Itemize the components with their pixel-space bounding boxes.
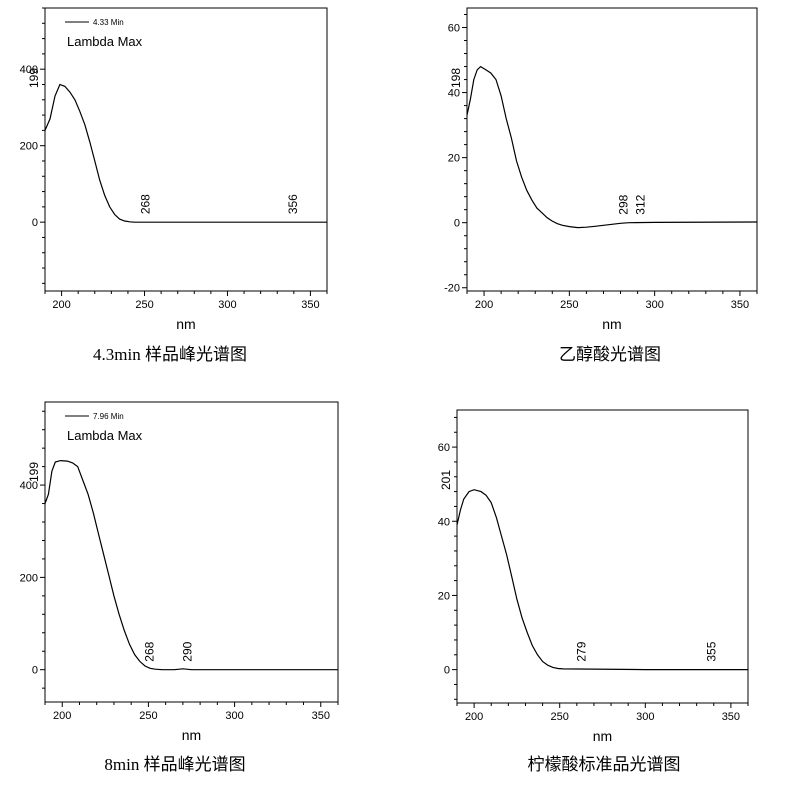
x-tick-label: 250	[551, 711, 569, 723]
y-tick-label: 60	[448, 23, 460, 35]
spectrum-line	[466, 65, 758, 229]
x-tick-label: 250	[139, 710, 157, 722]
spectrum-line	[456, 489, 748, 671]
peak-label: 290	[181, 641, 195, 661]
y-tick-label: 0	[32, 665, 38, 677]
y-tick-label: 40	[438, 516, 450, 528]
x-tick-label: 350	[722, 711, 740, 723]
x-tick-label: 200	[53, 710, 71, 722]
spectrum-line	[44, 83, 327, 223]
y-tick-label: 0	[444, 665, 450, 677]
peak-label: 268	[143, 641, 157, 661]
x-tick-label: 200	[52, 299, 70, 311]
y-tick-label: 200	[20, 141, 38, 153]
x-axis-label: nm	[602, 316, 621, 332]
panel-caption: 柠檬酸标准品光谱图	[528, 755, 681, 774]
panel-caption: 乙醇酸光谱图	[559, 345, 661, 364]
legend-series-label: 7.96 Min	[93, 412, 124, 421]
chart-panel-2: 200 250 300 350 -20 0 20 40 60 198 nm 298 312 乙醇酸光谱图	[444, 7, 758, 364]
legend-title: Lambda Max	[67, 34, 143, 49]
x-tick-label: 200	[475, 299, 493, 311]
x-tick-label: 200	[465, 711, 483, 723]
x-tick-label: 350	[301, 299, 319, 311]
y-axis-id-label: 201	[439, 470, 453, 490]
peak-label: 279	[574, 641, 588, 661]
x-axis-label: nm	[176, 316, 195, 332]
x-tick-label: 300	[645, 299, 663, 311]
peak-label: 312	[633, 194, 647, 214]
x-tick-label: 300	[225, 710, 243, 722]
plot-frame	[44, 401, 339, 703]
y-tick-label: -20	[444, 283, 460, 295]
x-tick-label: 350	[312, 710, 330, 722]
x-tick-label: 250	[560, 299, 578, 311]
x-tick-label: 300	[636, 711, 654, 723]
y-tick-label: 400	[20, 64, 38, 76]
x-tick-label: 300	[218, 299, 236, 311]
spectrum-line	[44, 459, 338, 671]
y-tick-label: 0	[454, 218, 460, 230]
x-tick-label: 250	[135, 299, 153, 311]
plot-frame	[44, 7, 328, 292]
legend-series-label: 4.33 Min	[93, 18, 124, 27]
y-tick-label: 60	[438, 442, 450, 454]
y-tick-label: 40	[448, 88, 460, 100]
y-axis-id-label: 199	[27, 68, 41, 88]
panel-caption: 8min 样品峰光谱图	[104, 755, 245, 774]
chart-panel-4: 200 250 300 350 0 20 40 60 201 nm 279 355 柠檬酸标准品光谱图	[438, 409, 749, 774]
y-tick-label: 400	[20, 480, 38, 492]
x-axis-label: nm	[593, 728, 612, 744]
x-tick-label: 350	[731, 299, 749, 311]
y-tick-label: 0	[32, 217, 38, 229]
plot-frame	[456, 409, 749, 704]
peak-label: 356	[286, 194, 300, 214]
y-tick-label: 20	[448, 153, 460, 165]
plot-frame	[466, 7, 758, 292]
y-axis-id-label: 199	[27, 462, 41, 482]
legend-title: Lambda Max	[67, 428, 143, 443]
peak-label: 298	[616, 194, 630, 214]
peak-label: 268	[139, 194, 153, 214]
y-axis-id-label: 198	[449, 68, 463, 88]
x-axis-label: nm	[182, 727, 201, 743]
panel-caption: 4.3min 样品峰光谱图	[93, 345, 247, 364]
y-tick-label: 200	[20, 572, 38, 584]
peak-label: 355	[704, 641, 718, 661]
y-tick-label: 20	[438, 590, 450, 602]
